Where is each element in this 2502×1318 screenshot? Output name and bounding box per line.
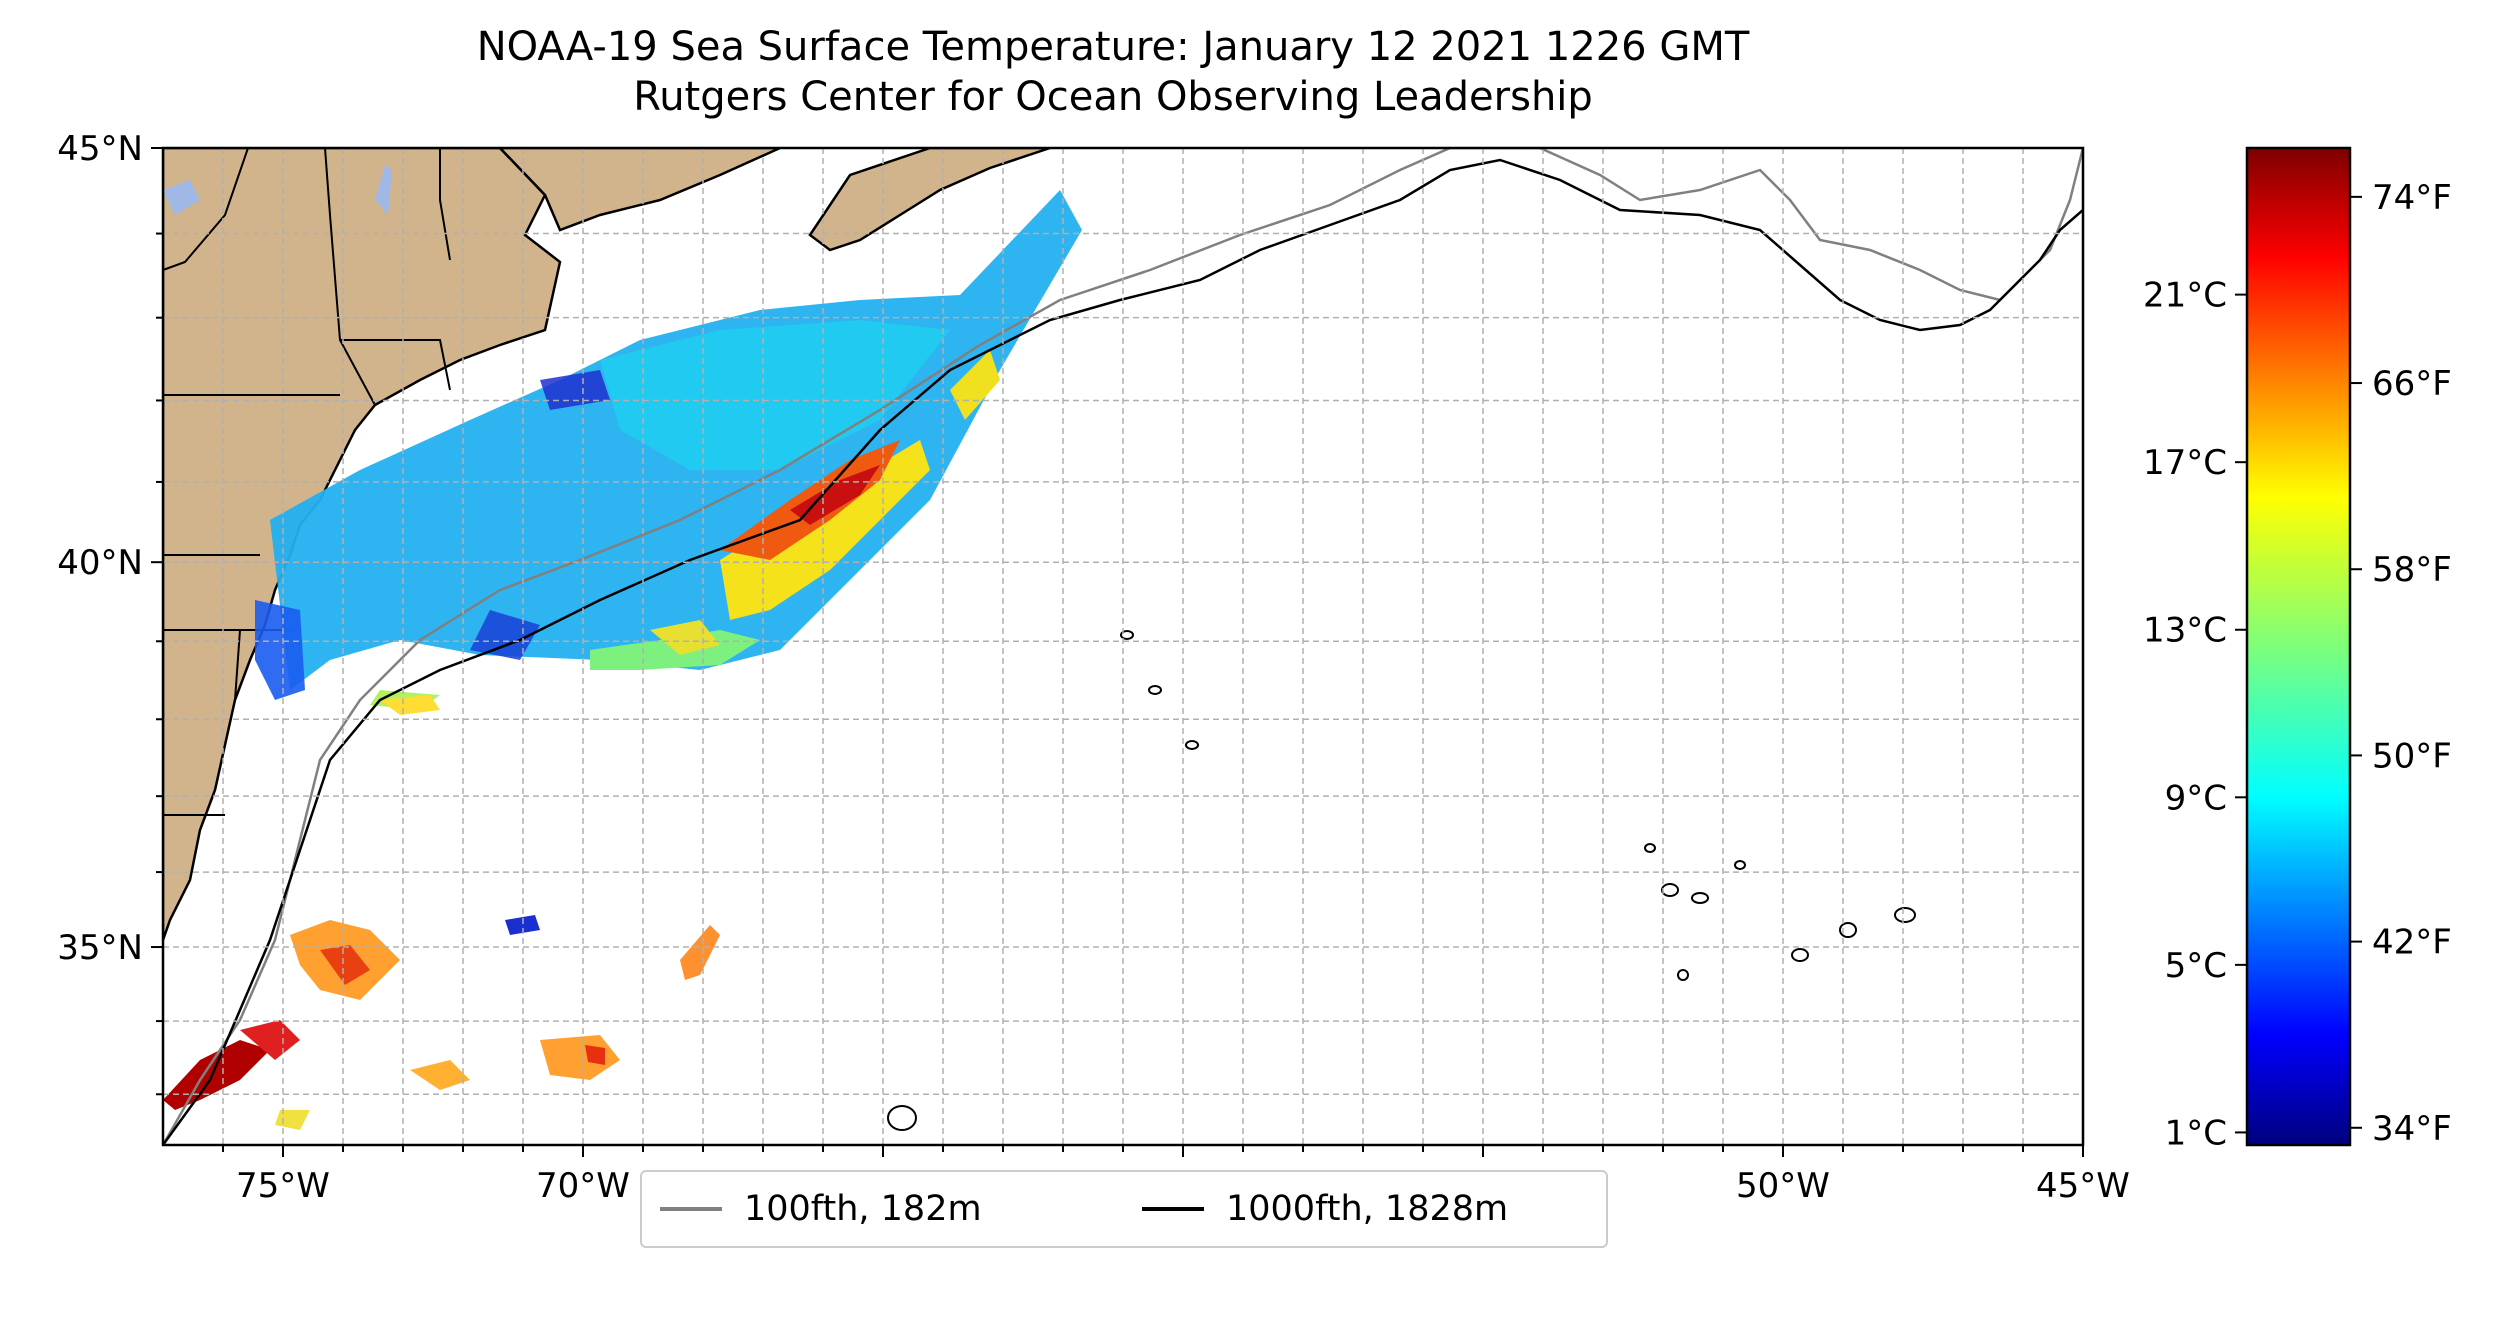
legend-item-100fth: 100fth, 182m [660,1172,982,1246]
cbar-label-f: 50°F [2372,736,2452,776]
sst-swath [163,190,1082,1130]
colorbar-gradient [2245,146,2352,1147]
cbar-label-c: 1°C [2165,1113,2227,1153]
legend-label-1000fth: 1000fth, 1828m [1226,1189,1509,1229]
legend-line-100fth [660,1207,722,1211]
nova-scotia-land [808,148,1051,252]
cbar-label-f: 42°F [2372,923,2452,963]
cbar-label-c: 5°C [2165,946,2227,986]
lake [163,180,200,215]
map-area [163,148,2083,1145]
colorbar-ticks: 1°C 5°C 9°C 13°C 17°C 21°C 34°F 42°F 50°F 58°F 66°… [2143,178,2452,1154]
maine-land [498,148,781,232]
gridlines [163,148,2083,1145]
cbar-label-f: 66°F [2372,364,2452,404]
cbar-label-f: 34°F [2372,1109,2452,1149]
x-tick-label: 75°W [236,1166,330,1206]
cbar-label-c: 13°C [2143,611,2227,651]
title-line-1: NOAA-19 Sea Surface Temperature: January… [476,24,1750,70]
x-tick-label: 45°W [2036,1166,2130,1206]
isobath-1000fth [163,158,2083,1145]
state-boundaries [163,148,451,816]
legend-line-1000fth [1142,1207,1204,1211]
y-tick-label: 45°N [57,129,143,169]
x-tick-label: 50°W [1736,1166,1830,1206]
y-tick-label: 40°N [57,543,143,583]
cbar-label-c: 17°C [2143,443,2227,483]
seamount-contours [887,630,1916,1131]
lake [375,165,392,215]
x-tick-label: 70°W [536,1166,630,1206]
legend: 100fth, 182m 1000fth, 1828m [640,1170,1608,1248]
isobath-100fth [163,148,2083,1145]
cbar-label-c: 21°C [2143,276,2227,316]
title-line-2: Rutgers Center for Ocean Observing Leade… [633,74,1593,120]
legend-item-1000fth: 1000fth, 1828m [1142,1172,1508,1246]
y-tick-label: 35°N [57,928,143,968]
legend-label-100fth: 100fth, 182m [744,1189,982,1229]
cbar-label-f: 74°F [2372,178,2452,218]
cbar-label-c: 9°C [2165,778,2227,818]
cbar-label-f: 58°F [2372,550,2452,590]
